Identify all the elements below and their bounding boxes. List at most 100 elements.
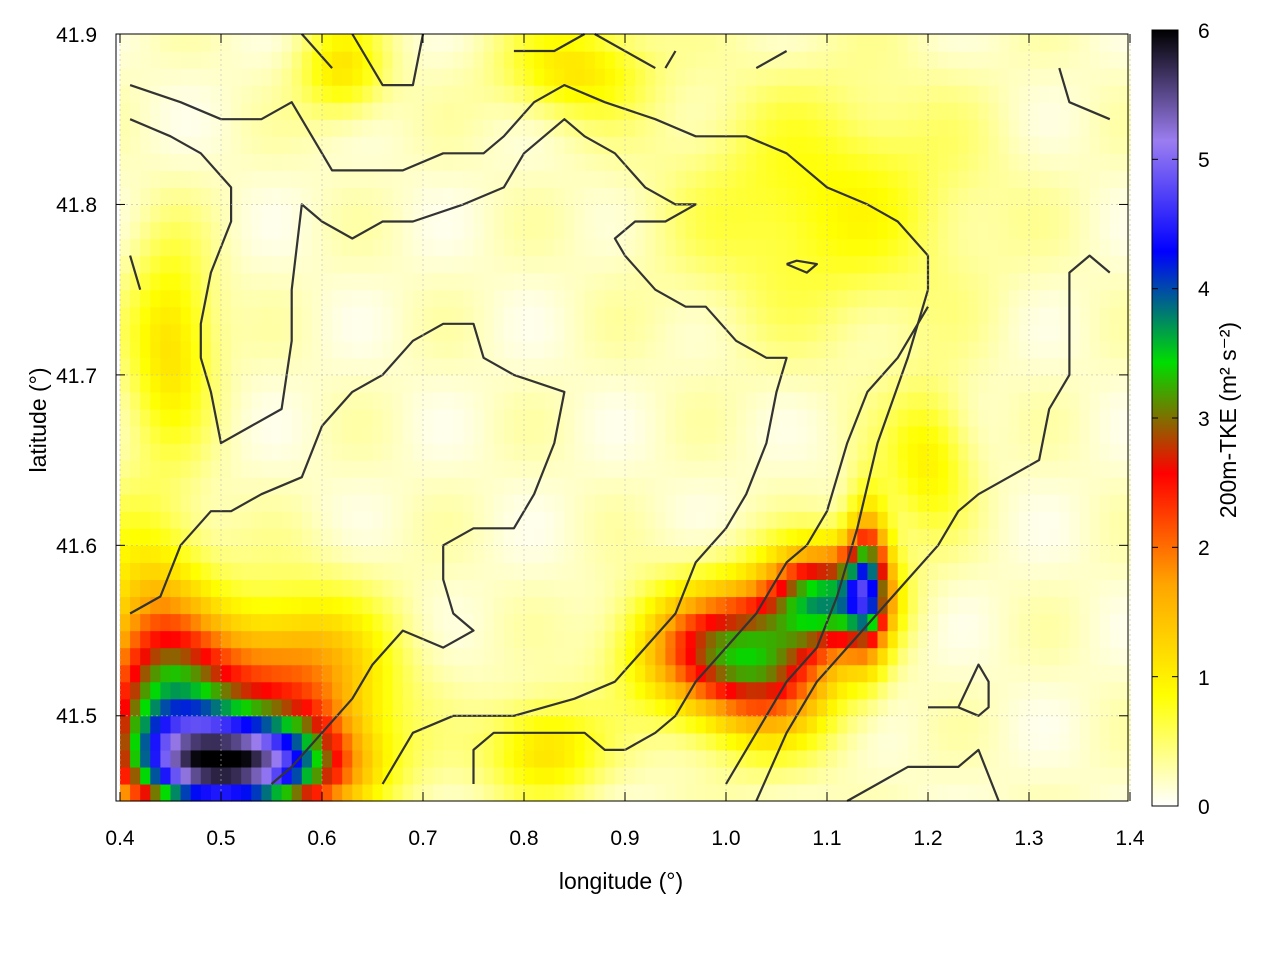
heatmap-cell [715, 153, 727, 171]
heatmap-cell [453, 477, 464, 495]
heatmap-cell [726, 119, 737, 137]
heatmap-cell [857, 340, 868, 359]
heatmap-cell [291, 562, 303, 581]
heatmap-cell [503, 613, 515, 632]
heatmap-cell [968, 306, 980, 325]
heatmap-cell [291, 221, 303, 240]
heatmap-cell [685, 119, 697, 137]
heatmap-cell [372, 51, 384, 69]
heatmap-cell [170, 136, 182, 154]
heatmap-cell [150, 477, 161, 495]
heatmap-cell [897, 579, 909, 598]
heatmap-cell [443, 221, 454, 240]
heatmap-cell [190, 221, 202, 240]
heatmap-cell [877, 68, 889, 86]
heatmap-cell [766, 119, 778, 137]
heatmap-cell [544, 136, 555, 154]
heatmap-cell [453, 494, 464, 512]
heatmap-cell [503, 340, 515, 359]
heatmap-cell [362, 477, 374, 495]
heatmap-cell [473, 153, 485, 171]
heatmap-cell [170, 357, 182, 376]
heatmap-cell [473, 34, 485, 52]
heatmap-cell [887, 783, 899, 802]
heatmap-cell [564, 170, 576, 188]
heatmap-cell [342, 528, 353, 546]
heatmap-cell [180, 238, 192, 257]
heatmap-cell [715, 408, 727, 427]
heatmap-cell [756, 732, 767, 751]
heatmap-cell [867, 579, 879, 598]
heatmap-cell [948, 51, 959, 69]
heatmap-cell [160, 681, 172, 700]
heatmap-cell [1079, 443, 1091, 461]
heatmap-cell [1039, 34, 1050, 52]
heatmap-cell [120, 511, 131, 529]
heatmap-cell [1059, 562, 1070, 581]
heatmap-cell [322, 613, 333, 632]
heatmap-cell [847, 562, 858, 581]
heatmap-cell [827, 204, 838, 223]
heatmap-cell [1119, 766, 1131, 785]
heatmap-cell [897, 255, 909, 274]
heatmap-cell [1029, 681, 1040, 700]
heatmap-cell [261, 715, 273, 734]
heatmap-cell [311, 647, 323, 666]
heatmap-cell [140, 511, 151, 529]
heatmap-cell [200, 187, 212, 206]
heatmap-cell [130, 340, 141, 359]
contour-line [129, 118, 788, 785]
heatmap-cell [503, 443, 515, 461]
heatmap-cell [332, 664, 343, 683]
heatmap-cell [867, 783, 879, 802]
heatmap-cell [332, 408, 343, 427]
heatmap-cell [736, 477, 747, 495]
heatmap-cell [473, 204, 485, 223]
heatmap-cell [524, 391, 535, 410]
heatmap-cell [241, 408, 252, 427]
heatmap-cell [433, 153, 444, 171]
heatmap-cell [140, 153, 151, 171]
heatmap-cell [1059, 102, 1070, 120]
heatmap-cell [120, 613, 131, 632]
heatmap-cell [948, 681, 959, 700]
heatmap-cell [827, 119, 838, 137]
heatmap-cell [584, 85, 596, 103]
heatmap-cell [1109, 477, 1121, 495]
heatmap-cell [816, 443, 828, 461]
heatmap-cell [897, 272, 909, 291]
heatmap-cell [190, 357, 202, 376]
heatmap-cell [948, 153, 959, 171]
heatmap-cell [271, 119, 283, 137]
heatmap-cell [453, 204, 464, 223]
heatmap-cell [493, 272, 505, 291]
heatmap-cell [311, 443, 323, 461]
heatmap-cell [1018, 766, 1030, 785]
heatmap-cell [827, 51, 838, 69]
heatmap-cell [1069, 255, 1081, 274]
heatmap-cell [564, 255, 576, 274]
heatmap-cell [301, 630, 313, 649]
heatmap-cell [170, 51, 182, 69]
heatmap-cell [776, 136, 788, 154]
heatmap-cell [726, 306, 737, 325]
heatmap-cell [524, 647, 535, 666]
heatmap-cell [544, 426, 555, 444]
heatmap-cell [130, 34, 141, 52]
heatmap-cell [756, 391, 767, 410]
heatmap-cell [574, 426, 586, 444]
heatmap-cell [887, 255, 899, 274]
heatmap-cell [897, 238, 909, 257]
heatmap-cell [715, 766, 727, 785]
heatmap-cell [534, 187, 545, 206]
heatmap-cell [827, 340, 838, 359]
heatmap-cell [463, 494, 475, 512]
heatmap-cell [443, 715, 454, 734]
heatmap-cell [1049, 528, 1060, 546]
heatmap-cell [736, 698, 747, 717]
heatmap-cell [756, 204, 767, 223]
heatmap-cell [614, 374, 626, 393]
heatmap-cell [513, 85, 525, 103]
heatmap-cell [503, 783, 515, 802]
heatmap-cell [877, 374, 889, 393]
